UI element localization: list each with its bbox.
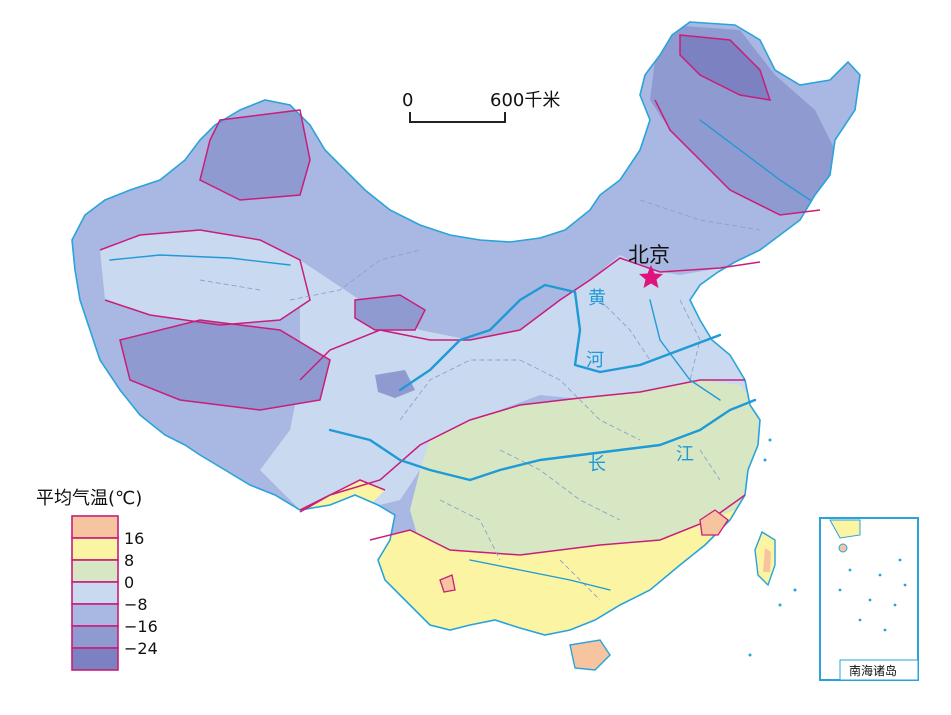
legend-swatch-1 xyxy=(71,537,119,561)
legend-swatch-5 xyxy=(71,625,119,649)
zone-yunnan-warm xyxy=(439,574,456,593)
river-tarim xyxy=(109,254,291,266)
hainan xyxy=(569,639,611,671)
zone-southeast-warm xyxy=(699,509,729,536)
isotherm-tarim xyxy=(99,229,311,326)
legend-label-5: −24 xyxy=(124,639,158,658)
isotherm-northeast-core xyxy=(679,34,772,101)
legend-swatch-4 xyxy=(71,603,119,627)
isotherm-minus8 xyxy=(299,257,761,381)
scale-end-label: 600千米 xyxy=(490,90,560,111)
river-grand-canal xyxy=(649,299,721,401)
inset-label: 南海诸岛 xyxy=(849,663,897,678)
zone-northeast-core xyxy=(680,35,770,100)
rivers xyxy=(109,119,811,591)
mainland-china xyxy=(71,21,861,636)
legend-swatch-3 xyxy=(71,581,119,605)
coastal-islands xyxy=(748,438,797,657)
river-labels: 黄 河 长 江 xyxy=(586,288,694,475)
taiwan-warm-core xyxy=(763,548,771,572)
huanghe-label-1: 黄 xyxy=(588,288,606,309)
zone-qinghai-cold xyxy=(355,295,425,330)
legend-label-3: −8 xyxy=(124,595,148,614)
isotherm-0 xyxy=(299,379,745,511)
river-changjiang xyxy=(328,398,757,482)
legend-title: 平均气温(℃) xyxy=(36,488,142,509)
legend-swatches: 16 8 0 −8 −16 −24 xyxy=(71,515,158,671)
zone-minor-cold xyxy=(375,370,415,398)
legend: 平均气温(℃) 16 8 0 −8 −16 −24 xyxy=(36,488,158,671)
scale-start-label: 0 xyxy=(402,90,413,111)
legend-swatch-6 xyxy=(71,647,119,671)
changjiang-label-1: 长 xyxy=(588,454,606,475)
changjiang-label-2: 江 xyxy=(676,444,694,465)
zone-xinjiang-cold xyxy=(200,110,310,200)
huanghe-label-2: 河 xyxy=(586,350,604,371)
zone-0-to-8 xyxy=(410,380,770,565)
zone-tarim xyxy=(100,230,310,325)
star-icon xyxy=(639,265,663,288)
isotherm-xinjiang xyxy=(199,109,311,201)
river-huanghe xyxy=(398,283,722,392)
scale-bar: 0 600千米 xyxy=(402,90,560,123)
isotherm-tibet xyxy=(119,319,331,411)
zone-tibet-cold xyxy=(120,320,330,410)
legend-label-1: 8 xyxy=(124,551,134,570)
legend-label-4: −16 xyxy=(124,617,158,636)
legend-swatch-0 xyxy=(71,515,119,539)
isotherm-qinghai xyxy=(354,294,426,331)
river-heilongjiang xyxy=(699,119,811,201)
legend-label-2: 0 xyxy=(124,573,134,592)
beijing-marker: 北京 xyxy=(628,243,670,288)
river-pearl xyxy=(469,559,611,591)
legend-swatch-2 xyxy=(71,559,119,583)
capital-label: 北京 xyxy=(628,243,670,267)
isotherm-south-tibet xyxy=(299,479,386,513)
legend-label-0: 16 xyxy=(124,529,144,548)
province-borders xyxy=(199,199,761,601)
china-outline xyxy=(71,21,861,636)
isotherm-northeast xyxy=(654,99,821,216)
south-sea-inset: 南海诸岛 xyxy=(819,517,919,681)
isotherm-lines xyxy=(99,34,821,556)
